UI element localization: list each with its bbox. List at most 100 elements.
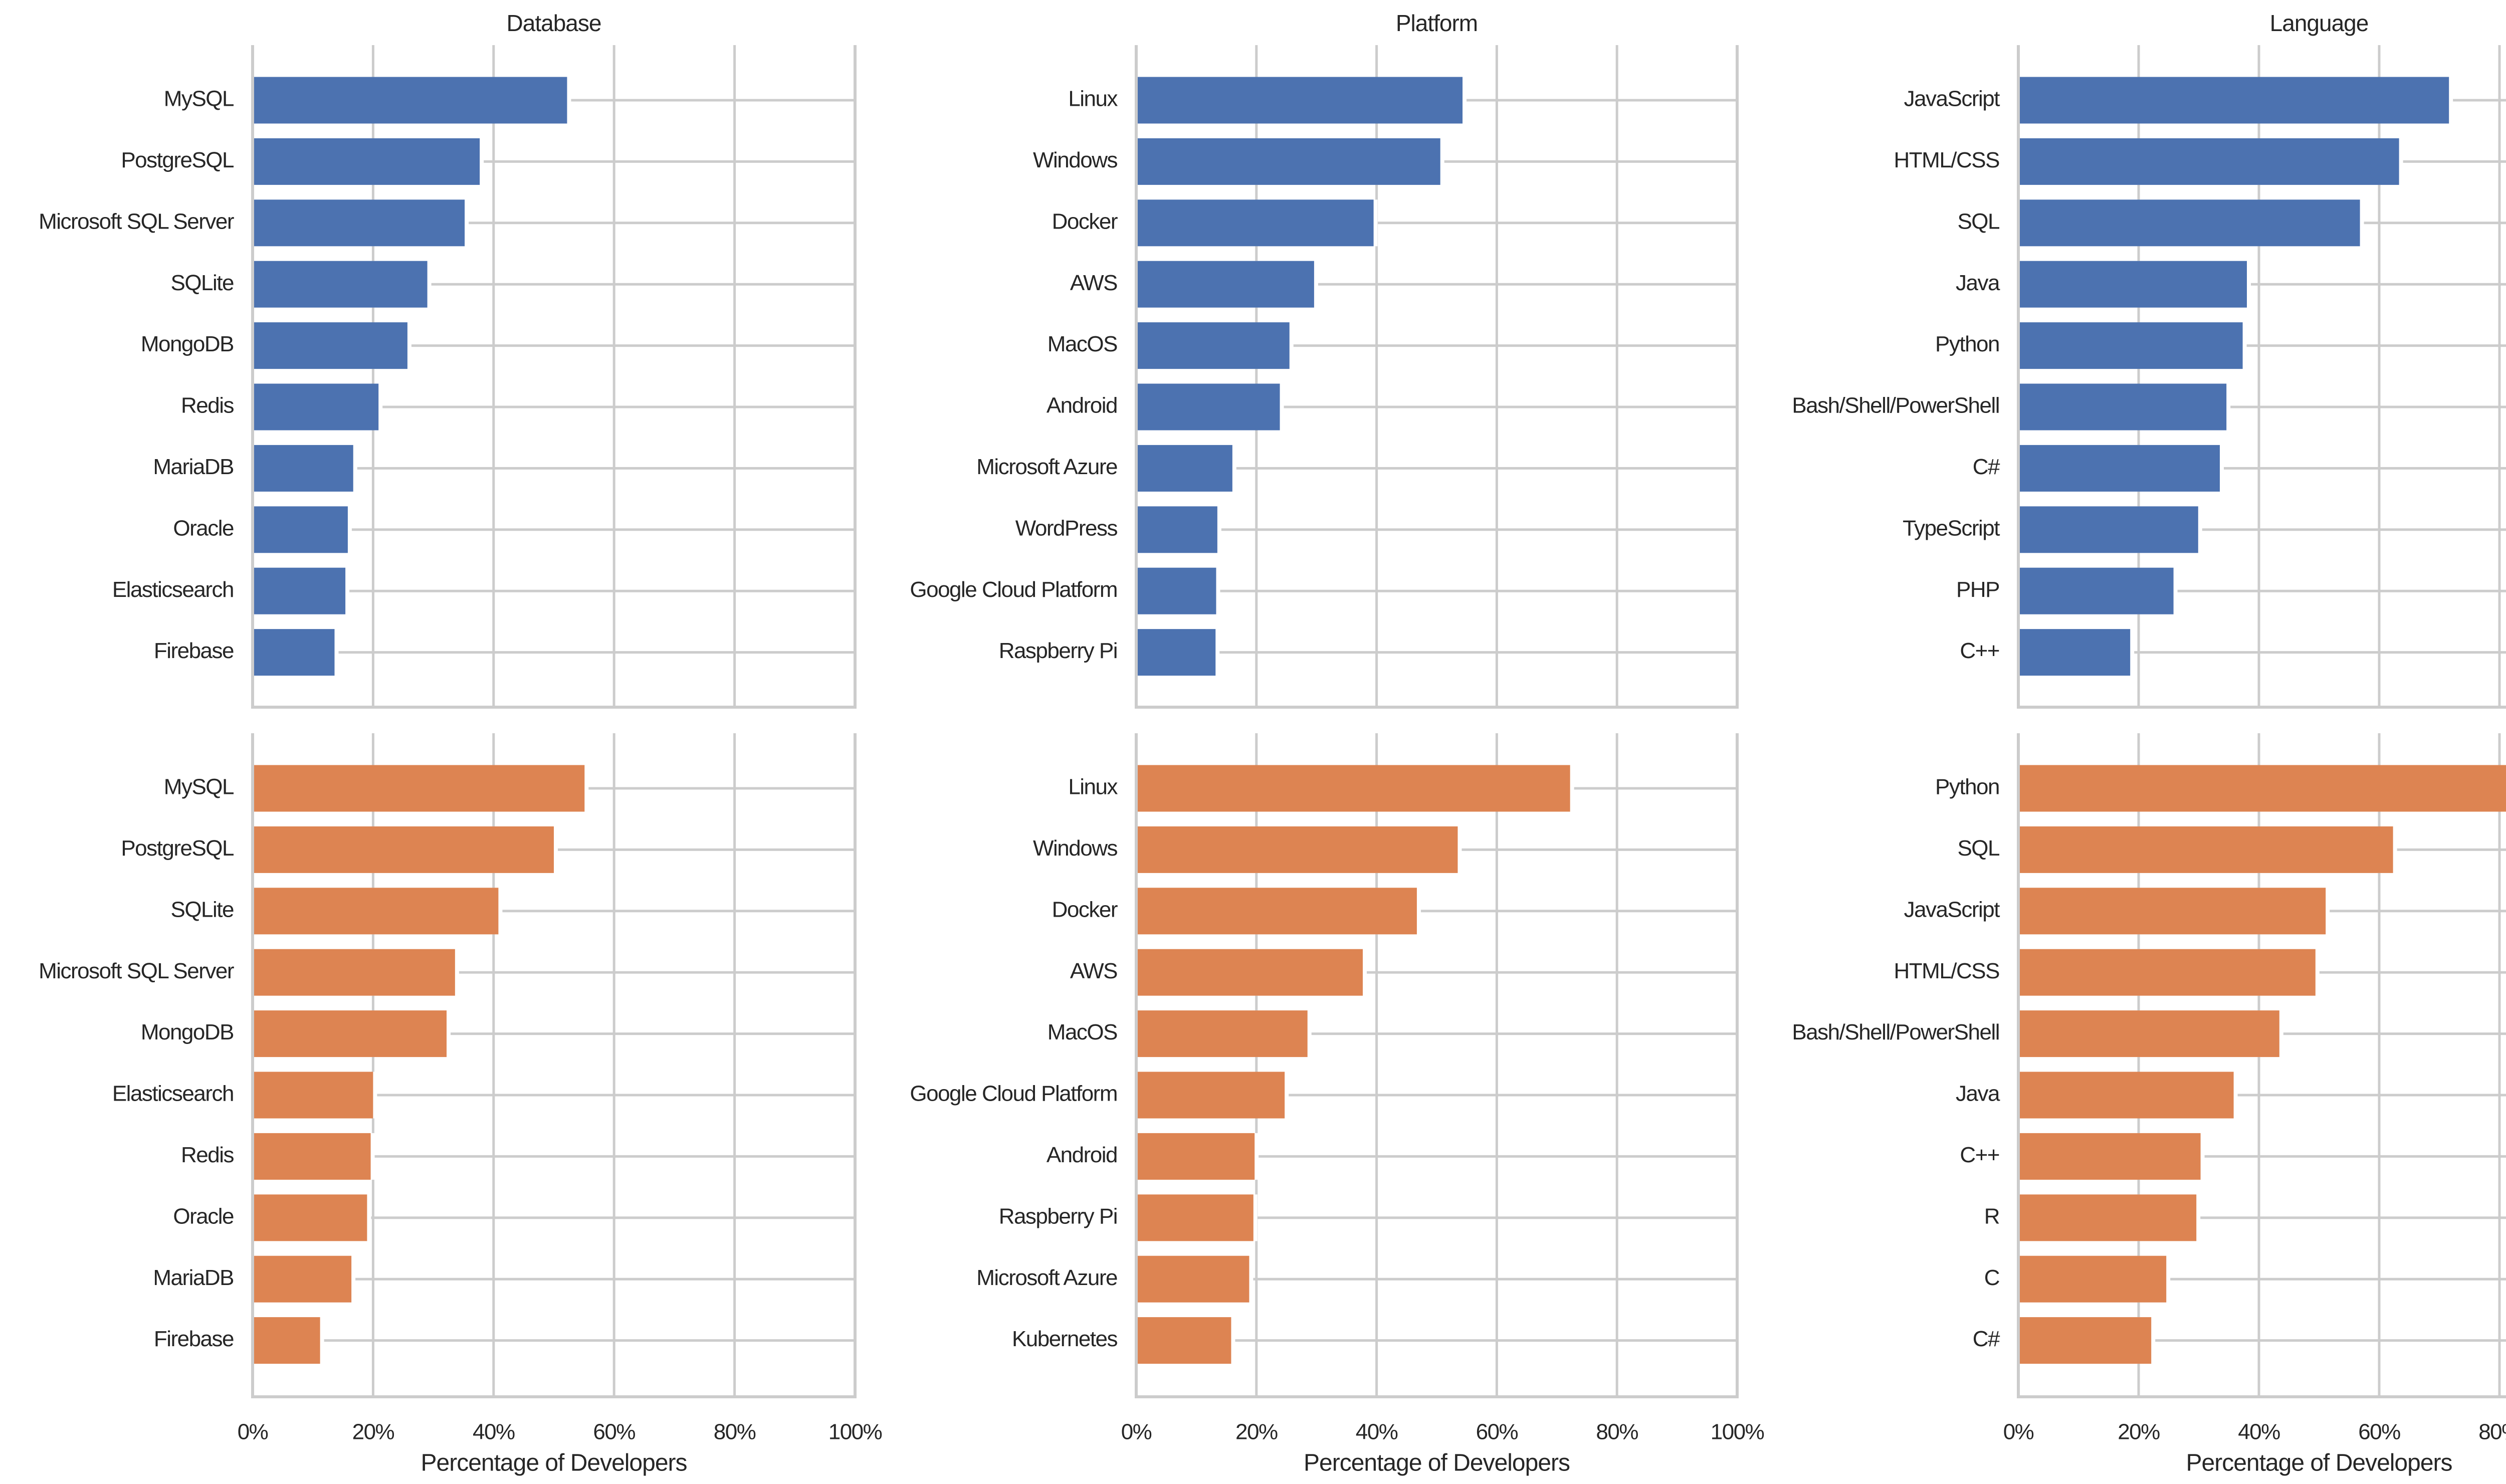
category-label: Bash/Shell/PowerShell — [1792, 1020, 1999, 1044]
bar-macos — [1138, 1010, 1308, 1057]
category-label: Windows — [1033, 836, 1117, 861]
panel-data-scientist-database: MySQL PostgreSQL SQLite Microsoft SQL Serve… — [39, 733, 883, 1476]
bar-c — [2020, 1133, 2201, 1180]
category-label: SQLite — [170, 271, 234, 295]
bar-sql — [2020, 199, 2360, 247]
bar-google-cloud-platform — [1138, 1072, 1285, 1119]
bar-redis — [254, 1133, 371, 1180]
category-label: Elasticsearch — [112, 1082, 234, 1106]
category-label: PostgreSQL — [121, 148, 234, 172]
category-label: MariaDB — [153, 1265, 234, 1290]
category-label: C++ — [1960, 1143, 1999, 1167]
x-tick-label: 60% — [593, 1420, 635, 1444]
bar-sqlite — [254, 888, 499, 935]
category-label: Microsoft SQL Server — [39, 959, 234, 983]
x-tick-label: 40% — [473, 1420, 515, 1444]
bar-html-css — [2020, 138, 2399, 185]
category-label: R — [1984, 1204, 1999, 1228]
x-tick-label: 0% — [238, 1420, 268, 1444]
bar-linux — [1138, 77, 1463, 124]
panel-other-developers-database: MySQL PostgreSQL Microsoft SQL Server SQLit… — [39, 45, 857, 709]
bar-c — [2020, 1255, 2167, 1303]
bar-microsoft-azure — [1138, 1255, 1249, 1303]
bar-docker — [1138, 199, 1374, 247]
category-label: MySQL — [164, 775, 234, 799]
bar-elasticsearch — [254, 567, 346, 614]
bar-html-css — [2020, 949, 2316, 996]
bar-microsoft-azure — [1138, 445, 1232, 492]
category-label: MongoDB — [141, 1020, 234, 1044]
category-label: MacOS — [1048, 1020, 1117, 1044]
bar-c — [2020, 629, 2131, 676]
category-label: Docker — [1052, 897, 1118, 922]
x-tick-label: 0% — [2003, 1420, 2034, 1444]
bar-javascript — [2020, 77, 2449, 124]
category-label: WordPress — [1015, 516, 1118, 540]
bar-java — [2020, 261, 2247, 308]
panel-data-scientist-language: Python SQL JavaScript HTML/CSS Bash/Shell/Po… — [1792, 733, 2506, 1476]
category-label: JavaScript — [1904, 897, 2000, 922]
x-tick-label: 20% — [352, 1420, 394, 1444]
bar-wordpress — [1138, 506, 1217, 553]
category-label: C++ — [1960, 639, 1999, 663]
bar-firebase — [254, 629, 335, 676]
x-tick-label: 20% — [2118, 1420, 2160, 1444]
category-label: C# — [1973, 455, 2000, 479]
bar-mongodb — [254, 1010, 447, 1057]
category-label: Google Cloud Platform — [910, 577, 1117, 602]
bar-postgresql — [254, 138, 480, 185]
category-label: Oracle — [173, 1204, 234, 1228]
category-label: Firebase — [154, 639, 234, 663]
category-label: Oracle — [173, 516, 234, 540]
bar-raspberry-pi — [1138, 629, 1216, 676]
category-label: C# — [1973, 1327, 2000, 1351]
bar-aws — [1138, 949, 1363, 996]
bar-android — [1138, 383, 1280, 431]
bar-mysql — [254, 77, 567, 124]
x-tick-label: 40% — [1356, 1420, 1398, 1444]
category-label: Windows — [1033, 148, 1117, 172]
x-tick-label: 80% — [1596, 1420, 1638, 1444]
category-label: Elasticsearch — [112, 577, 234, 602]
x-axis-label: Percentage of Developers — [1304, 1450, 1570, 1476]
bar-c — [2020, 1317, 2152, 1364]
category-label: Python — [1935, 775, 1999, 799]
category-label: Redis — [181, 393, 234, 418]
category-label: MySQL — [164, 87, 234, 111]
x-axis-label: Percentage of Developers — [421, 1450, 687, 1476]
bar-mongodb — [254, 322, 407, 369]
category-label: Microsoft Azure — [976, 455, 1117, 479]
bar-bash-shell-powershell — [2020, 383, 2227, 431]
bar-bash-shell-powershell — [2020, 1010, 2279, 1057]
bar-android — [1138, 1133, 1255, 1180]
column-title-language: Language — [2270, 10, 2369, 36]
category-label: Bash/Shell/PowerShell — [1792, 393, 1999, 418]
bar-java — [2020, 1072, 2234, 1119]
bar-r — [2020, 1194, 2197, 1241]
bar-raspberry-pi — [1138, 1194, 1254, 1241]
category-label: SQLite — [170, 897, 234, 922]
panel-other-developers-language: JavaScript HTML/CSS SQL Java Python Bash/Shel… — [1792, 45, 2506, 709]
x-tick-label: 100% — [828, 1420, 882, 1444]
bar-mariadb — [254, 1255, 352, 1303]
panels-layer: DatabasePlatformLanguageMiscellaneousOth… — [39, 10, 2506, 1476]
category-label: SQL — [1957, 836, 2000, 861]
category-label: Android — [1047, 1143, 1117, 1167]
bar-postgresql — [254, 826, 554, 873]
category-label: Microsoft SQL Server — [39, 209, 234, 234]
bar-python — [2020, 322, 2243, 369]
x-tick-label: 60% — [2358, 1420, 2400, 1444]
x-tick-label: 0% — [1121, 1420, 1152, 1444]
bar-windows — [1138, 826, 1458, 873]
bar-c — [2020, 445, 2220, 492]
category-label: Raspberry Pi — [999, 639, 1117, 663]
column-title-database: Database — [507, 10, 601, 36]
category-label: Microsoft Azure — [976, 1265, 1117, 1290]
category-label: Redis — [181, 1143, 234, 1167]
x-tick-label: 20% — [1235, 1420, 1278, 1444]
bar-firebase — [254, 1317, 320, 1364]
category-label: Python — [1935, 332, 1999, 356]
bar-sql — [2020, 826, 2393, 873]
x-tick-label: 80% — [714, 1420, 756, 1444]
